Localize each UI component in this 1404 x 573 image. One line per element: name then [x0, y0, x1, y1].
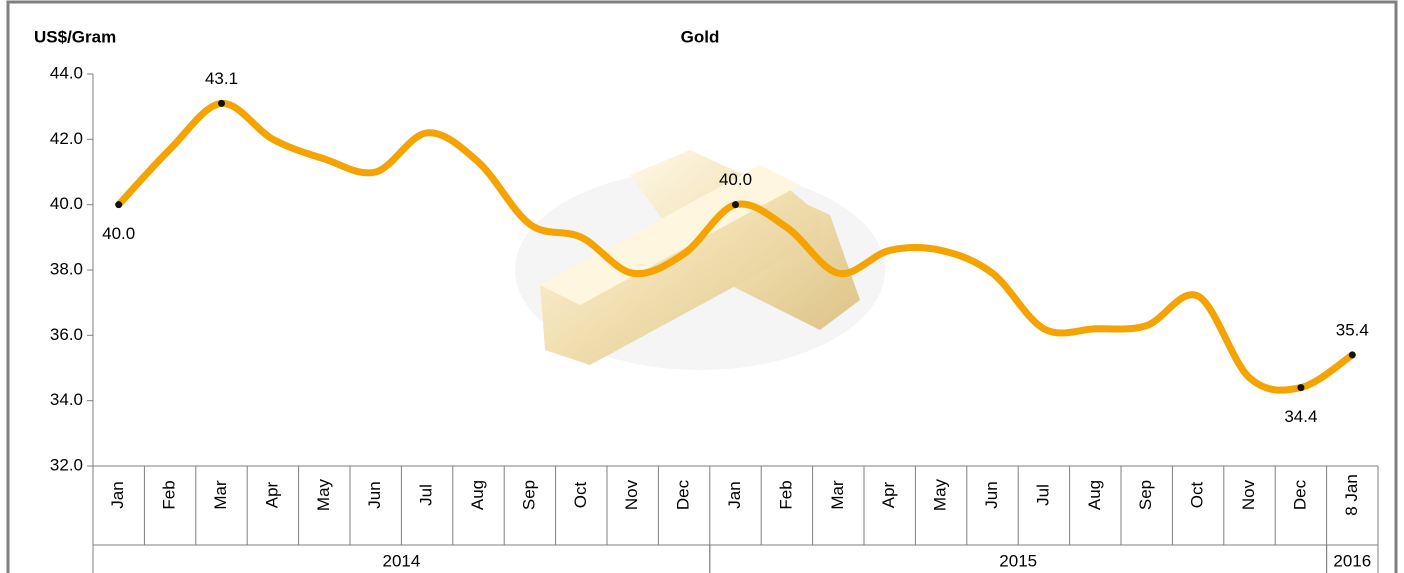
x-tick-label: Mar	[828, 480, 847, 510]
x-tick-label: Apr	[879, 481, 898, 508]
x-tick-label: Dec	[674, 479, 693, 510]
x-tick-label: Jul	[1033, 484, 1052, 506]
group-label: 2014	[382, 551, 420, 570]
x-tick-label: Feb	[776, 480, 795, 509]
x-tick-label: Sep	[519, 480, 538, 510]
group-label: 2016	[1333, 551, 1371, 570]
x-tick-label: Oct	[1188, 482, 1207, 509]
x-tick-label: Jun	[982, 481, 1001, 508]
marker	[1297, 384, 1305, 392]
x-tick-label: Aug	[1085, 480, 1104, 510]
x-tick-label: Jan	[108, 481, 127, 508]
data-label: 43.1	[205, 69, 238, 88]
data-label: 40.0	[719, 170, 752, 189]
marker	[115, 201, 123, 209]
y-tick-label: 36.0	[50, 325, 83, 344]
y-tick-label: 32.0	[50, 455, 83, 474]
data-label: 34.4	[1284, 407, 1317, 426]
y-tick-label: 38.0	[50, 259, 83, 278]
chart-title: Gold	[681, 27, 720, 46]
marker	[732, 201, 739, 209]
x-tick-label: Aug	[468, 480, 487, 510]
x-tick-label: May	[931, 478, 950, 511]
x-tick-label: Jan	[725, 481, 744, 508]
x-tick-label: 8 Jan	[1342, 474, 1361, 516]
x-tick-label: Nov	[1239, 479, 1258, 510]
marker	[1348, 351, 1356, 359]
x-tick-label: Dec	[1290, 479, 1309, 510]
data-label: 40.0	[102, 224, 135, 243]
x-tick-label: Apr	[262, 481, 281, 508]
y-tick-label: 34.0	[50, 390, 83, 409]
y-tick-label: 44.0	[50, 63, 83, 82]
x-tick-label: Jun	[365, 481, 384, 508]
marker	[218, 99, 225, 107]
y-tick-label: 42.0	[50, 129, 83, 148]
y-axis-label: US$/Gram	[34, 27, 116, 46]
y-tick-label: 40.0	[50, 194, 83, 213]
x-tick-label: May	[314, 478, 333, 511]
data-label: 35.4	[1336, 320, 1369, 339]
x-tick-label: Oct	[571, 482, 590, 509]
x-tick-label: Nov	[622, 479, 641, 510]
x-tick-label: Jul	[417, 484, 436, 506]
x-tick-label: Sep	[1136, 480, 1155, 510]
gold-bars-image	[515, 150, 885, 370]
x-tick-label: Mar	[211, 480, 230, 510]
group-label: 2015	[999, 551, 1037, 570]
x-tick-label: Feb	[160, 480, 179, 509]
